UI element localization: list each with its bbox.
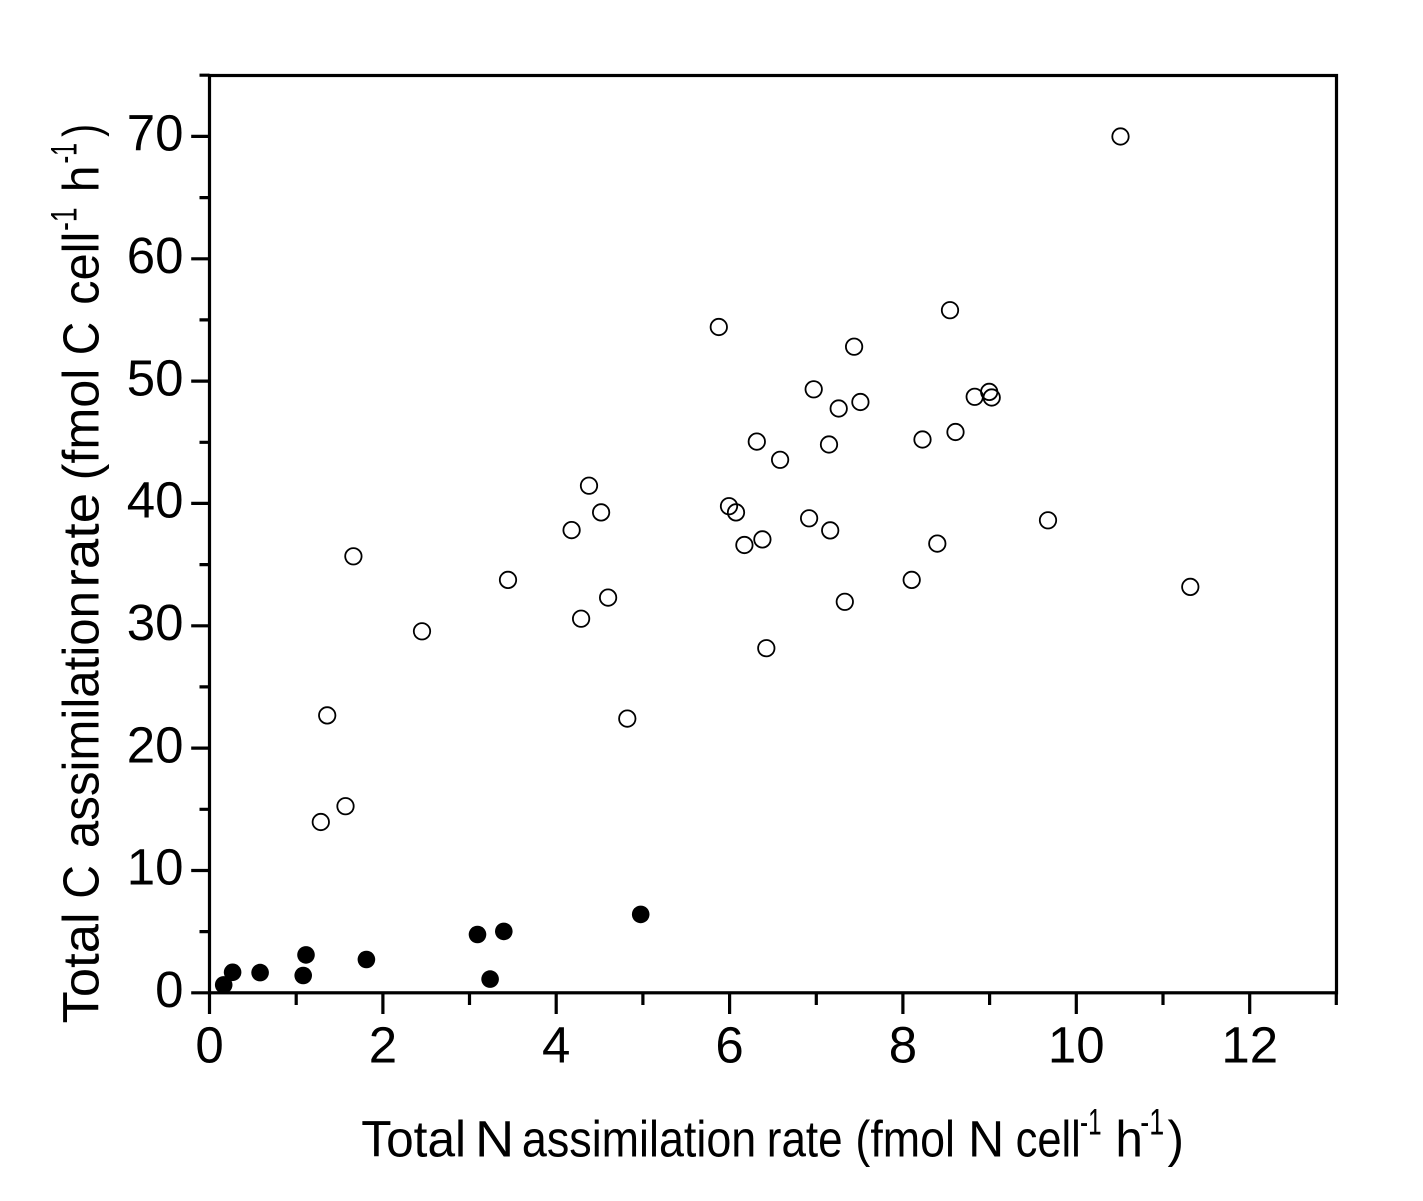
svg-text:(fmol: (fmol — [855, 1112, 955, 1168]
svg-text:rate: rate — [767, 1112, 843, 1169]
svg-text:2: 2 — [369, 1017, 397, 1074]
svg-text:-1: -1 — [43, 208, 85, 231]
svg-text:20: 20 — [127, 716, 184, 773]
svg-text:4: 4 — [542, 1017, 570, 1074]
svg-text:10: 10 — [127, 839, 184, 896]
svg-text:6: 6 — [715, 1017, 743, 1074]
svg-text:cell: cell — [1016, 1111, 1081, 1168]
svg-text:C: C — [53, 322, 109, 355]
svg-text:): ) — [1168, 1111, 1184, 1168]
svg-text:12: 12 — [1221, 1017, 1278, 1074]
svg-text:0: 0 — [155, 961, 183, 1018]
svg-text:30: 30 — [127, 594, 184, 651]
svg-text:cell: cell — [52, 232, 109, 305]
svg-text:-1: -1 — [43, 143, 85, 164]
svg-text:assimilation: assimilation — [522, 1112, 756, 1168]
svg-text:-1: -1 — [1080, 1101, 1102, 1142]
svg-text:Total: Total — [52, 912, 109, 1023]
svg-text:assimilation: assimilation — [53, 591, 110, 848]
svg-text:C: C — [53, 865, 109, 899]
svg-text:N: N — [968, 1110, 1004, 1168]
svg-text:-1: -1 — [1140, 1101, 1164, 1142]
svg-text:8: 8 — [889, 1017, 917, 1074]
svg-text:rate: rate — [53, 493, 110, 588]
svg-text:): ) — [52, 124, 109, 137]
svg-text:h: h — [1115, 1110, 1143, 1168]
svg-text:N: N — [475, 1111, 514, 1168]
svg-text:50: 50 — [127, 349, 184, 406]
svg-text:40: 40 — [127, 472, 184, 529]
svg-text:h: h — [52, 166, 110, 193]
svg-text:0: 0 — [195, 1017, 223, 1074]
svg-text:(fmol: (fmol — [52, 369, 109, 481]
svg-text:70: 70 — [127, 105, 184, 162]
svg-text:Total: Total — [361, 1110, 466, 1168]
svg-text:60: 60 — [127, 227, 184, 284]
svg-text:10: 10 — [1048, 1017, 1105, 1074]
